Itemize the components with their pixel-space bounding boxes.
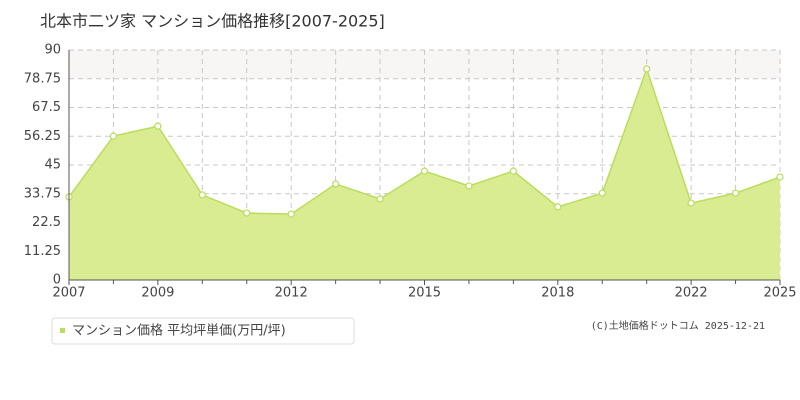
data-point <box>109 132 118 140</box>
legend-swatch <box>60 328 65 333</box>
y-tick-label: 56.25 <box>24 129 61 144</box>
data-point <box>687 199 695 207</box>
y-tick-label: 22.5 <box>32 215 61 230</box>
data-point <box>465 182 473 190</box>
data-point <box>420 167 429 175</box>
data-point <box>554 203 562 211</box>
y-tick-label: 45 <box>44 158 61 173</box>
legend-label: マンション価格 平均坪単価(万円/坪) <box>72 323 286 339</box>
data-point <box>243 209 251 217</box>
data-point <box>776 173 784 181</box>
y-tick-label: 33.75 <box>24 186 61 201</box>
x-tick-label: 2018 <box>541 286 574 301</box>
y-tick-label: 67.5 <box>32 100 61 115</box>
data-point <box>198 191 206 199</box>
data-point <box>598 189 606 197</box>
x-tick-label: 2025 <box>763 286 796 301</box>
chart-title: 北本市二ツ家 マンション価格推移[2007-2025] <box>40 12 385 31</box>
x-tick-label: 2022 <box>675 286 708 301</box>
legend-box <box>51 317 355 345</box>
data-point <box>643 65 651 73</box>
x-tick-label: 2007 <box>52 286 85 301</box>
data-point <box>332 180 340 188</box>
source-note: (C)土地価格ドットコム 2025-12-21 <box>591 319 765 332</box>
data-point <box>509 167 517 175</box>
y-tick-label: 78.75 <box>24 71 61 86</box>
data-point <box>376 195 384 203</box>
data-point <box>154 122 162 130</box>
y-tick-label: 11.25 <box>24 244 61 259</box>
x-tick-label: 2012 <box>275 286 308 301</box>
data-point <box>287 210 295 218</box>
y-tick-label: 90 <box>44 43 61 58</box>
x-tick-label: 2015 <box>408 286 441 301</box>
x-tick-label: 2009 <box>141 286 174 301</box>
data-point <box>731 189 740 197</box>
y-tick-label: 0 <box>53 273 61 288</box>
